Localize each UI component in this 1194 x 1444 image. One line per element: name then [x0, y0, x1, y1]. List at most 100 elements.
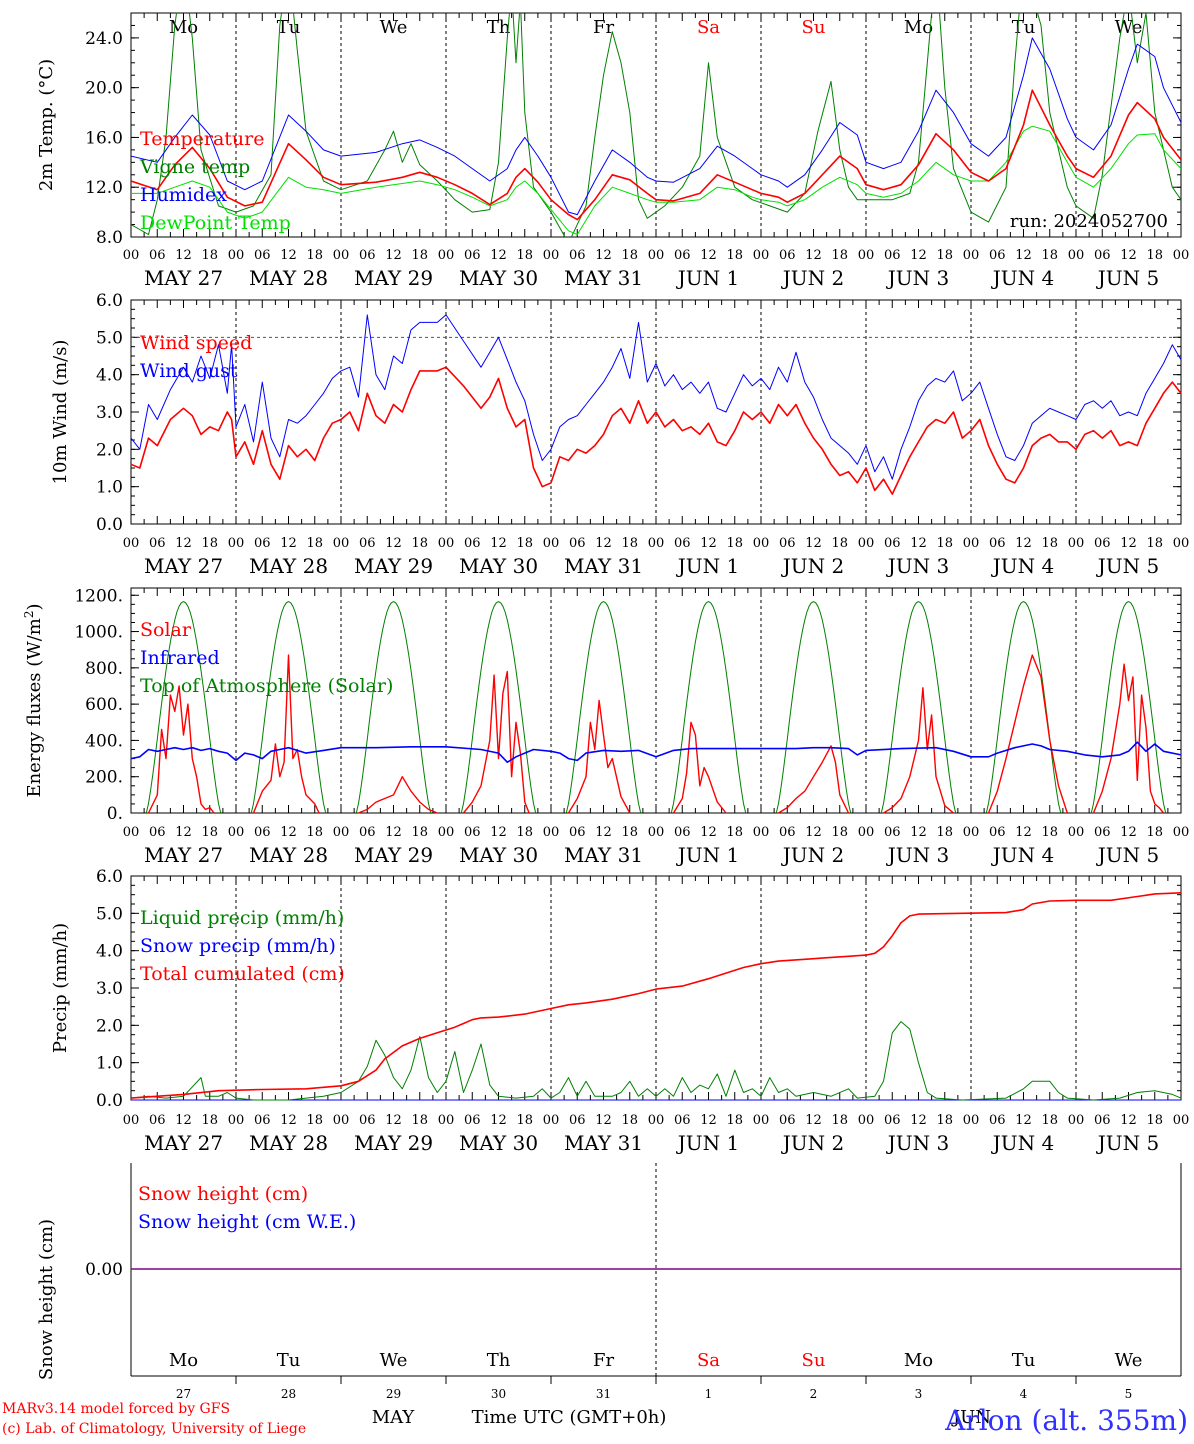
series-line-solar: [987, 654, 1068, 814]
legend-entry: Infrared: [140, 647, 220, 669]
hour-tick-label: 18: [726, 536, 743, 551]
hour-tick-label: 18: [621, 1113, 638, 1128]
y-tick-label: 800.: [85, 659, 123, 679]
date-label: JUN 2: [781, 266, 844, 290]
hour-tick-label: 12: [700, 248, 717, 263]
hour-tick-label: 06: [779, 1113, 796, 1128]
hour-tick-label: 00: [1068, 825, 1085, 840]
date-label: MAY 30: [459, 266, 538, 290]
hour-tick-label: 12: [595, 536, 612, 551]
hour-tick-label: 00: [123, 536, 140, 551]
hour-tick-label: 06: [1094, 248, 1111, 263]
series-line-solar: [147, 685, 215, 814]
y-tick-label: 200.: [85, 768, 123, 788]
hour-tick-label: 12: [385, 1113, 402, 1128]
hour-tick-label: 12: [1015, 825, 1032, 840]
legend-entry: Snow height (cm): [138, 1183, 308, 1205]
y-tick-label: 400.: [85, 731, 123, 751]
date-label: JUN 5: [1096, 554, 1159, 578]
hour-tick-label: 18: [411, 536, 428, 551]
hour-tick-label: 00: [753, 536, 770, 551]
hour-tick-label: 00: [333, 536, 350, 551]
y-tick-label: 4.0: [96, 942, 123, 962]
y-tick-label: 0.00: [85, 1260, 123, 1280]
hour-tick-label: 12: [280, 248, 297, 263]
hour-tick-label: 00: [963, 536, 980, 551]
weekday-label: Mo: [904, 1350, 933, 1371]
plot-frame: [130, 587, 1182, 814]
hour-tick-label: 06: [884, 1113, 901, 1128]
hour-tick-label: 00: [228, 536, 245, 551]
y-tick-label: 3.0: [96, 979, 123, 999]
hour-tick-label: 18: [1041, 1113, 1058, 1128]
hour-tick-label: 00: [1068, 248, 1085, 263]
hour-tick-label: 06: [779, 248, 796, 263]
date-label: MAY 28: [249, 266, 328, 290]
series-line-toa-solar: [565, 601, 642, 814]
hour-tick-label: 12: [595, 825, 612, 840]
hour-tick-label: 18: [831, 1113, 848, 1128]
y-tick-label: 5.0: [96, 328, 123, 348]
y-tick-label: 1200.: [74, 586, 123, 606]
hour-tick-label: 12: [1120, 825, 1137, 840]
hour-tick-label: 12: [700, 825, 717, 840]
series-line-solar: [778, 745, 850, 814]
date-label: MAY 28: [249, 843, 328, 867]
hour-tick-label: 06: [359, 1113, 376, 1128]
y-tick-label: 2.0: [96, 1016, 123, 1036]
hour-tick-label: 18: [201, 825, 218, 840]
hour-tick-label: 06: [254, 248, 271, 263]
month-label-may: MAY: [372, 1407, 416, 1428]
date-label: MAY 27: [144, 266, 223, 290]
hour-tick-label: 12: [385, 536, 402, 551]
hour-tick-label: 12: [175, 1113, 192, 1128]
hour-tick-label: 12: [595, 248, 612, 263]
y-axis-label: Snow height (cm): [36, 1219, 57, 1380]
day-number-label: 4: [1020, 1387, 1028, 1401]
y-tick-label: 4.0: [96, 366, 123, 386]
hour-tick-label: 06: [569, 536, 586, 551]
hour-tick-label: 18: [306, 825, 323, 840]
hour-tick-label: 12: [1120, 248, 1137, 263]
hour-tick-label: 00: [123, 825, 140, 840]
hour-tick-label: 12: [1015, 248, 1032, 263]
hour-tick-label: 18: [936, 1113, 953, 1128]
hour-tick-label: 12: [805, 1113, 822, 1128]
y-tick-label: 12.0: [85, 178, 123, 198]
legend-entry: Temperature: [140, 128, 264, 150]
hour-tick-label: 12: [490, 825, 507, 840]
hour-tick-label: 06: [254, 536, 271, 551]
hour-tick-label: 18: [621, 825, 638, 840]
hour-tick-label: 18: [831, 825, 848, 840]
hour-tick-label: 12: [805, 248, 822, 263]
series-line-solar: [567, 699, 631, 814]
hour-tick-label: 18: [726, 248, 743, 263]
series-line-solar: [1092, 663, 1165, 814]
legend-entry: Wind speed: [140, 332, 252, 354]
weekday-label: Fr: [593, 17, 614, 38]
date-label: MAY 31: [564, 554, 643, 578]
series-line-infrared: [130, 741, 1182, 764]
hour-tick-label: 06: [149, 1113, 166, 1128]
hour-tick-label: 06: [569, 1113, 586, 1128]
hour-tick-label: 18: [936, 536, 953, 551]
hour-tick-label: 06: [149, 825, 166, 840]
hour-tick-label: 12: [385, 825, 402, 840]
hour-tick-label: 06: [1094, 825, 1111, 840]
day-number-label: 30: [491, 1387, 506, 1401]
hour-tick-label: 18: [1146, 825, 1163, 840]
date-label: MAY 30: [459, 554, 538, 578]
hour-tick-label: 12: [490, 536, 507, 551]
hour-tick-label: 00: [228, 1113, 245, 1128]
weekday-label: We: [380, 1350, 408, 1371]
y-tick-label: 3.0: [96, 403, 123, 423]
y-tick-label: 20.0: [85, 79, 123, 99]
day-number-label: 5: [1125, 1387, 1133, 1401]
date-label: MAY 27: [144, 1131, 223, 1155]
weekday-label: Su: [802, 1350, 826, 1371]
panel-2: 0.0 1.0 2.0 3.0 4.0 5.0 6.0 10m Wind (m/s) Wind …: [50, 291, 1189, 578]
weekday-label: Th: [487, 17, 511, 38]
hour-tick-label: 00: [1173, 248, 1190, 263]
legend-entry: Solar: [140, 619, 192, 641]
hour-tick-label: 06: [464, 536, 481, 551]
